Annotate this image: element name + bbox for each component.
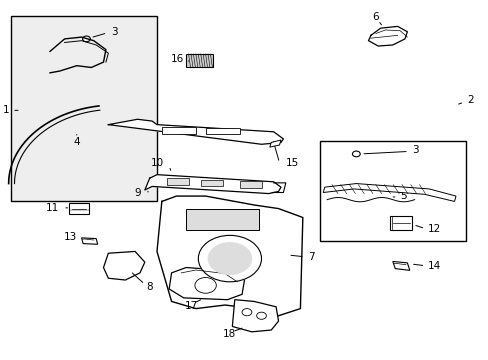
Text: 18: 18 — [223, 329, 236, 339]
FancyBboxPatch shape — [11, 16, 157, 202]
Circle shape — [198, 235, 261, 282]
Text: 10: 10 — [151, 158, 164, 168]
Text: 3: 3 — [111, 27, 117, 37]
Circle shape — [207, 243, 251, 275]
Polygon shape — [103, 251, 144, 280]
Circle shape — [195, 278, 216, 293]
Text: 17: 17 — [184, 301, 197, 311]
FancyBboxPatch shape — [319, 141, 465, 241]
Polygon shape — [108, 119, 283, 144]
Bar — [201, 180, 222, 186]
Polygon shape — [392, 261, 409, 270]
Text: 7: 7 — [307, 252, 314, 262]
Polygon shape — [144, 175, 281, 194]
Bar — [166, 178, 188, 185]
Polygon shape — [81, 238, 98, 244]
Bar — [186, 208, 259, 230]
Polygon shape — [232, 300, 278, 332]
Text: 15: 15 — [285, 158, 299, 168]
Bar — [162, 127, 196, 134]
Text: 9: 9 — [135, 188, 141, 198]
Text: 13: 13 — [63, 232, 77, 242]
Text: 5: 5 — [399, 191, 406, 201]
Text: 1: 1 — [3, 105, 10, 115]
Polygon shape — [368, 26, 407, 46]
Bar — [239, 181, 261, 188]
Text: 3: 3 — [411, 145, 418, 156]
Text: 8: 8 — [146, 282, 153, 292]
Polygon shape — [323, 184, 455, 202]
Bar — [186, 54, 212, 67]
Bar — [205, 128, 239, 134]
Bar — [389, 216, 411, 230]
Text: 14: 14 — [427, 261, 441, 271]
Text: 4: 4 — [73, 138, 80, 148]
Text: 6: 6 — [372, 13, 378, 22]
Text: 16: 16 — [170, 54, 183, 64]
Polygon shape — [269, 140, 281, 147]
Text: 2: 2 — [466, 95, 473, 105]
Polygon shape — [169, 267, 244, 300]
Text: 11: 11 — [45, 203, 59, 213]
Text: 12: 12 — [427, 224, 441, 234]
Bar — [69, 203, 89, 214]
Polygon shape — [157, 196, 302, 316]
